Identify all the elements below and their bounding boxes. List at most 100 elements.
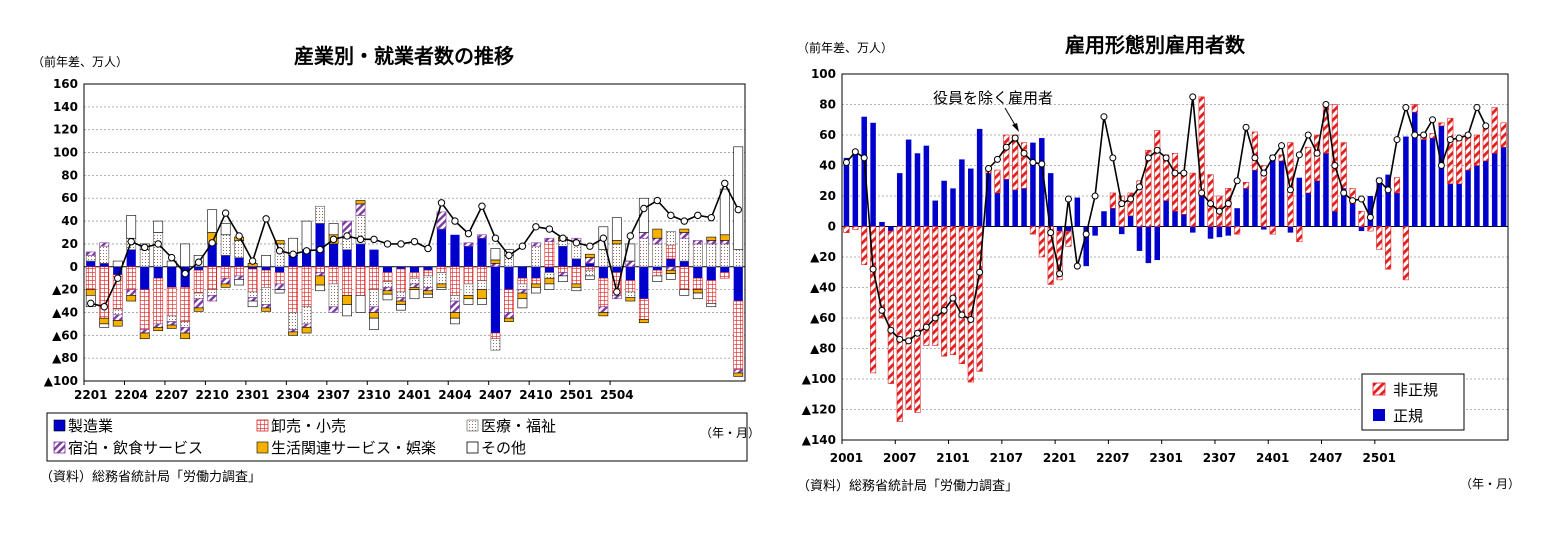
bar-nonregular [1136, 180, 1143, 227]
bar-regular [1154, 226, 1160, 261]
bar-lifestyle [85, 289, 96, 296]
bar-medical [409, 277, 420, 285]
bar-lifestyle [638, 319, 649, 324]
bar-accommodation [544, 237, 555, 242]
total-point [1313, 149, 1321, 157]
bar-accommodation [207, 295, 218, 302]
bar-wholesale [706, 280, 717, 304]
bar-other [409, 289, 420, 300]
bar-nonregular [949, 226, 957, 355]
bar-regular [1474, 165, 1480, 227]
total-point [667, 211, 675, 220]
bar-nonregular [1118, 195, 1125, 227]
bar-medical [342, 237, 352, 250]
total-point [329, 235, 338, 244]
bar-nonregular [1225, 188, 1232, 227]
bar-other [369, 317, 379, 330]
bar-nonregular [1376, 226, 1383, 250]
bar-regular [1092, 226, 1098, 236]
total-point [1437, 162, 1445, 169]
bar-other [531, 287, 541, 294]
bar-regular [1287, 226, 1294, 233]
total-point [949, 294, 957, 302]
bar-manufacturing [558, 246, 568, 267]
bar-accommodation [382, 287, 393, 292]
bar-regular [1110, 208, 1116, 227]
bar-nonregular [1456, 137, 1463, 185]
bar-medical [719, 243, 730, 268]
bar-nonregular [1003, 134, 1010, 180]
legend-label-manufacturing: 製造業 [68, 417, 113, 435]
employment-type-chart-plot-frame [841, 73, 1509, 441]
bar-regular [1429, 138, 1436, 227]
bar-nonregular [958, 226, 965, 365]
bar-wholesale [531, 277, 541, 285]
bar-regular [843, 157, 850, 227]
bar-other [355, 295, 366, 313]
bar-wholesale [517, 277, 528, 285]
bar-lifestyle [126, 295, 137, 302]
bar-regular [1376, 177, 1382, 227]
total-point [1455, 134, 1463, 142]
bar-manufacturing [275, 266, 285, 273]
total-point [491, 234, 500, 242]
bar-accommodation [477, 234, 487, 239]
bar-accommodation [112, 314, 123, 321]
bar-nonregular [1171, 153, 1179, 212]
bar-accommodation [706, 240, 717, 245]
bar-medical [436, 272, 447, 285]
bar-other [490, 248, 501, 261]
total-point [208, 239, 216, 247]
bar-lifestyle [288, 331, 298, 336]
industry-chart-y-ticks: 160 140 120 100 80 60 40 20 0 ▲20 ▲40 ▲60 ▲80 ▲100 [44, 77, 78, 388]
bar-other [450, 317, 460, 325]
employment-type-chart-legend: 非正規 正規 [1361, 373, 1465, 431]
total-point [694, 211, 702, 220]
bar-medical [665, 231, 676, 246]
y-tick-label: 80 [61, 168, 78, 182]
bar-regular [914, 153, 921, 227]
employment-type-chart-bars [843, 96, 1507, 422]
total-point [1073, 262, 1081, 270]
total-point [1224, 200, 1232, 208]
bar-regular [1243, 188, 1249, 227]
total-point [167, 253, 176, 262]
x-tick-label: 2501 [1363, 451, 1396, 465]
legend-swatch-regular [1373, 409, 1385, 421]
bar-manufacturing [315, 223, 325, 267]
bar-lifestyle [571, 283, 582, 288]
total-point [154, 240, 162, 248]
bar-lifestyle [423, 290, 433, 295]
bar-medical [396, 291, 406, 298]
total-point [1082, 230, 1090, 238]
bar-manufacturing [302, 249, 312, 267]
x-tick-label: 2001 [830, 451, 863, 465]
bar-regular [1340, 188, 1347, 227]
bar-medical [450, 295, 460, 302]
bar-medical [247, 291, 258, 298]
total-point [707, 213, 715, 222]
total-point [1242, 123, 1250, 131]
bar-medical [477, 280, 487, 290]
bar-regular [1136, 226, 1143, 251]
bar-regular [1101, 211, 1107, 227]
bar-manufacturing [86, 261, 96, 267]
total-point [1420, 131, 1428, 139]
bar-nonregular [1473, 134, 1480, 166]
bar-nonregular [1482, 128, 1489, 162]
bar-lifestyle [463, 295, 474, 300]
bar-regular [1465, 170, 1471, 227]
bar-medical [166, 315, 177, 322]
bar-lifestyle [706, 236, 717, 241]
bar-accommodation [153, 323, 164, 328]
bar-regular [861, 116, 867, 227]
bar-medical [584, 269, 595, 277]
bar-regular [1012, 189, 1018, 227]
total-point [1349, 197, 1357, 205]
y-tick-label: ▲120 [802, 403, 836, 417]
total-point [383, 240, 392, 248]
y-tick-label: 40 [819, 159, 836, 173]
total-point [532, 223, 540, 231]
bar-nonregular [1464, 136, 1472, 171]
x-tick-label: 2101 [936, 451, 969, 465]
